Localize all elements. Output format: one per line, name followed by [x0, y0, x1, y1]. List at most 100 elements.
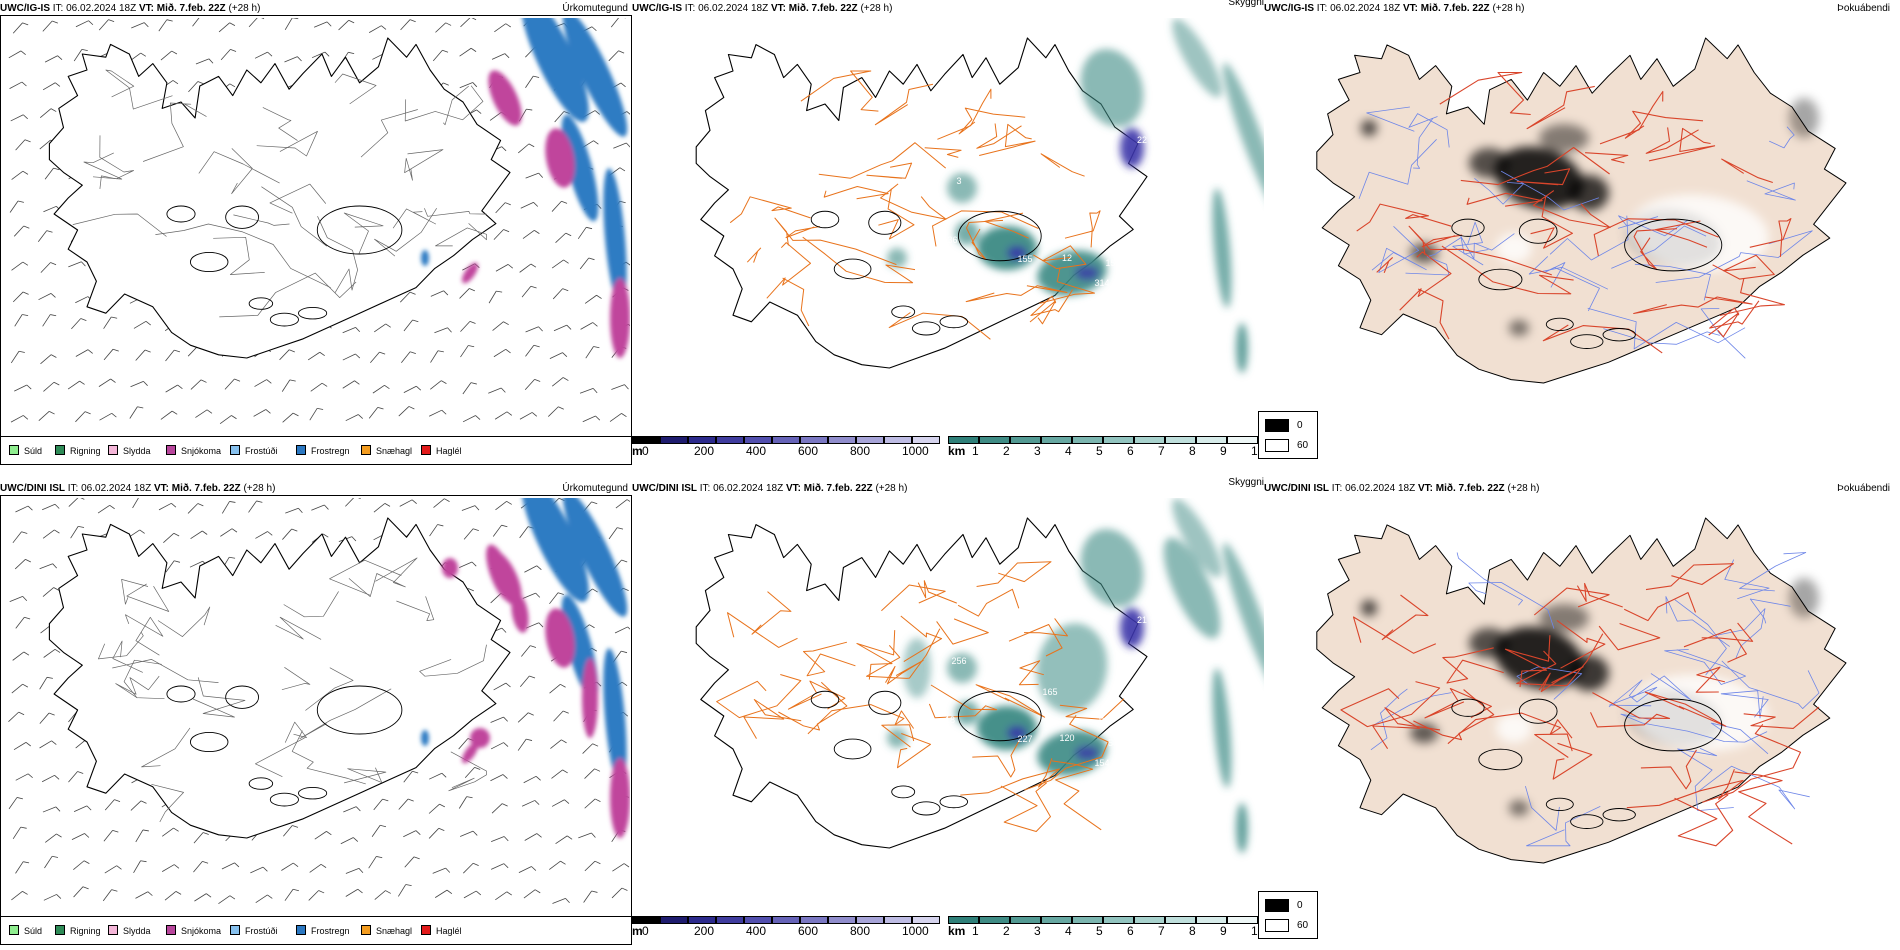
- colorbar-segment: [856, 436, 884, 444]
- legend-label: Haglél: [436, 926, 462, 936]
- glacier-outline: [1624, 218, 1723, 272]
- legend-item-0: Súld: [9, 445, 42, 457]
- glacier-outline: [1518, 698, 1558, 724]
- init-time: IT: 06.02.2024 18Z: [1331, 483, 1416, 494]
- model-name: UWC/IG-IS: [1264, 3, 1314, 14]
- frostregn-area: [421, 730, 429, 746]
- colorbar-segment: [688, 916, 716, 924]
- panel-title: Úrkomutegund: [562, 483, 628, 494]
- visibility-low: [947, 173, 977, 203]
- colorbar-tick: 200: [694, 924, 715, 938]
- frostregn-area: [521, 18, 589, 122]
- legend-swatch: [55, 445, 65, 455]
- visibility-value: 165: [1042, 687, 1057, 697]
- iceland-coast: [695, 37, 1148, 369]
- colorbar-tick: 1000: [902, 924, 929, 938]
- glacier-outline: [269, 312, 299, 327]
- colorbar-tick: 1: [972, 444, 979, 458]
- colorbar-segment: [979, 916, 1010, 924]
- glacier-outline: [1451, 218, 1485, 237]
- valid-time: VT: Mið. 7.feb. 22Z: [1417, 483, 1505, 494]
- fog-map: [1316, 517, 1847, 864]
- visibility-value: 18: [945, 715, 955, 725]
- model-name: UWC/DINI ISL: [1264, 483, 1329, 494]
- panel-header: UWC/IG-IS IT: 06.02.2024 18Z VT: Mið. 7.…: [1264, 0, 1900, 18]
- panel-header: UWC/IG-IS IT: 06.02.2024 18Z VT: Mið. 7.…: [0, 0, 632, 18]
- legend-swatch: [296, 925, 306, 935]
- colorbar-tick: 400: [746, 924, 767, 938]
- panel-title: Skyggni: [1228, 0, 1264, 8]
- colorbar-segment: [948, 916, 979, 924]
- glacier-outline: [316, 205, 403, 255]
- visibility-low: [1037, 730, 1107, 776]
- iceland-land: [1316, 37, 1847, 384]
- colorbar-tick: 8: [1189, 924, 1196, 938]
- legend-label: Súld: [24, 446, 43, 456]
- visibility-value: 227: [1017, 734, 1032, 744]
- fog-light: [1629, 674, 1769, 752]
- glacier-outline: [1518, 218, 1558, 244]
- road-network: [729, 70, 1101, 340]
- fog-dark: [1509, 320, 1529, 336]
- legend-label: Haglél: [436, 446, 462, 456]
- legend-label: Frostúði: [245, 446, 278, 456]
- colorbar-tick: 6: [1127, 444, 1134, 458]
- colorbar-segment: [632, 916, 660, 924]
- snow-area: [610, 278, 630, 358]
- snow-area: [488, 70, 522, 126]
- frostregn-area: [562, 498, 628, 617]
- visibility-low: [1236, 323, 1248, 373]
- legend-item-7: Haglél: [421, 925, 462, 937]
- colorbar-tick: 0: [642, 924, 649, 938]
- visibility-low: [1172, 498, 1222, 578]
- legend-swatch: [230, 445, 240, 455]
- visibility-value: 155: [1017, 254, 1032, 264]
- colorbar-tick: 600: [798, 924, 819, 938]
- visibility-value: 136: [942, 235, 957, 245]
- colorbar-m: m 0 200 400 600 800 1000: [632, 916, 942, 940]
- panel-header: UWC/DINI ISL IT: 06.02.2024 18Z VT: Mið.…: [1264, 480, 1900, 498]
- visibility-low: [1212, 188, 1232, 308]
- fog-panel: UWC/IG-IS IT: 06.02.2024 18Z VT: Mið. 7.…: [1258, 0, 1900, 465]
- legend-item-7: Haglél: [421, 445, 462, 457]
- legend-label: Snjókoma: [181, 926, 222, 936]
- model-name: UWC/IG-IS: [0, 3, 50, 14]
- legend-item-3: Snjókoma: [166, 925, 221, 937]
- visibility-map: 21 77 256 165 18 227 120 96 54 154: [695, 498, 1264, 853]
- visibility-value: 29: [1099, 235, 1109, 245]
- fog-dark: [1789, 578, 1819, 618]
- legend-swatch: [166, 925, 176, 935]
- glacier-outline: [298, 786, 328, 800]
- colorbar-segment: [1134, 436, 1165, 444]
- model-name: UWC/DINI ISL: [0, 483, 65, 494]
- snow-area: [610, 758, 630, 838]
- legend-label: Rigning: [70, 446, 101, 456]
- iceland-land: [1316, 517, 1847, 864]
- legend-item-5: Frostregn: [296, 445, 350, 457]
- colorbar-segment: [828, 436, 856, 444]
- legend-swatch: [296, 445, 306, 455]
- init-time: IT: 06.02.2024 18Z: [67, 483, 152, 494]
- colorbar-segment: [1227, 436, 1258, 444]
- colorbar-tick: 7: [1158, 924, 1165, 938]
- panel-header: UWC/DINI ISL IT: 06.02.2024 18Z VT: Mið.…: [632, 477, 1264, 498]
- glacier-outline: [1602, 808, 1636, 822]
- valid-time: VT: Mið. 7.feb. 22Z: [770, 3, 858, 14]
- colorbar-tick: 400: [746, 444, 767, 458]
- panel-title: Þokuábendi: [1837, 3, 1890, 14]
- road-network: [98, 557, 487, 823]
- lead-time: (+28 h): [1492, 3, 1525, 14]
- fog-dark: [1539, 604, 1589, 632]
- legend-label: Súld: [24, 926, 43, 936]
- valid-time: VT: Mið. 7.feb. 22Z: [1402, 3, 1490, 14]
- legend-label: Rigning: [70, 926, 101, 936]
- colorbar-segment: [948, 436, 979, 444]
- visibility-value: 120: [1059, 733, 1074, 743]
- legend-label: Frostregn: [311, 446, 350, 456]
- colorbar-segment: [1103, 436, 1134, 444]
- road-network: [716, 561, 1125, 832]
- snow-area: [486, 544, 514, 602]
- visibility-map: 22 129 3 108 136 155 12 29 157 314: [695, 18, 1264, 373]
- visibility-low: [887, 248, 907, 268]
- legend-item-2: Slydda: [108, 445, 151, 457]
